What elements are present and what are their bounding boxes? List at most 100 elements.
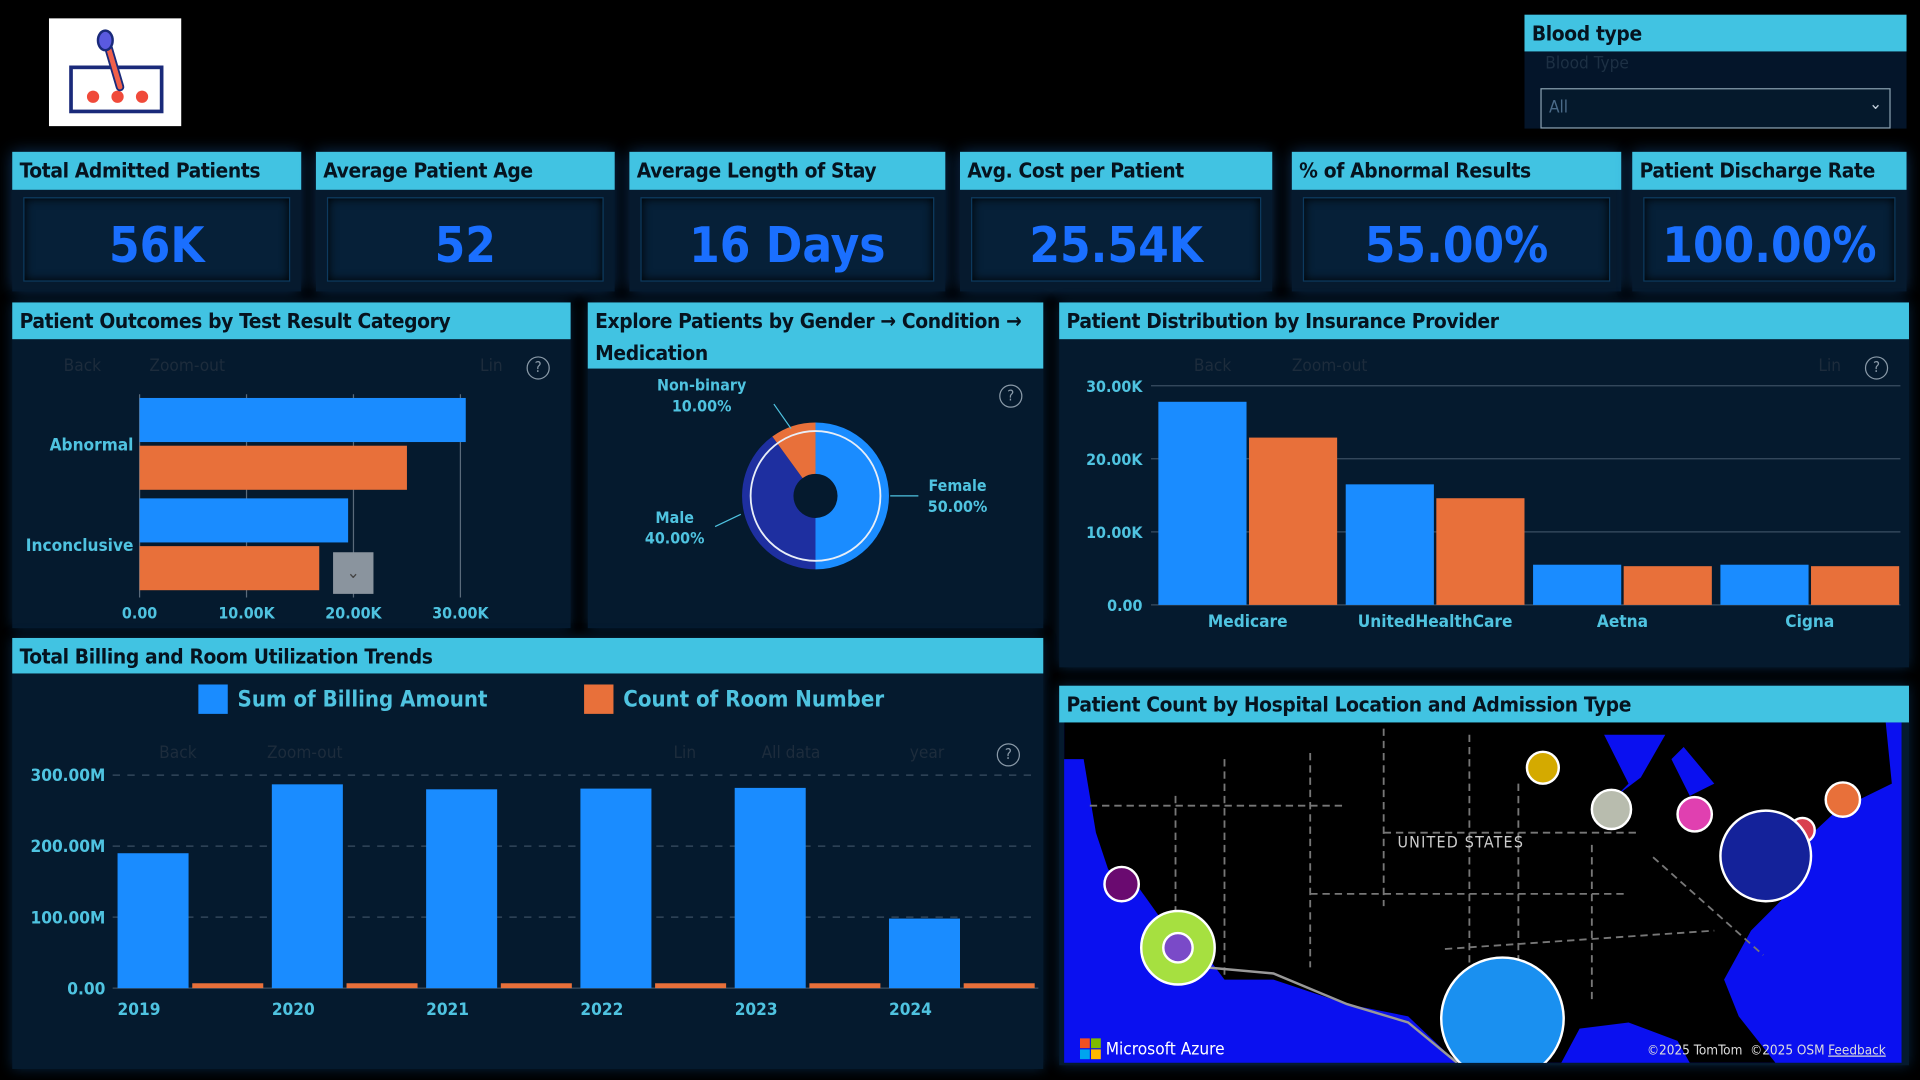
kpi-title: Total Admitted Patients: [12, 151, 302, 190]
all-data-dropdown[interactable]: All data: [761, 743, 821, 763]
legend-billing[interactable]: Sum of Billing Amount: [198, 684, 488, 714]
tick-label: 10.00K: [218, 603, 275, 622]
map-bubble[interactable]: [1440, 956, 1565, 1063]
tick-label: 30.00K: [1086, 377, 1143, 396]
bar: [1345, 484, 1434, 605]
lin-button[interactable]: Lin: [480, 356, 503, 376]
category-label: 2024: [889, 1000, 932, 1020]
donut-slice: [742, 436, 816, 570]
bar: [346, 983, 418, 989]
kpi-length-of-stay: Average Length of Stay 16 Days: [629, 151, 946, 292]
back-button[interactable]: Back: [159, 743, 197, 763]
tick-label: 10.00K: [1086, 523, 1143, 542]
us-map[interactable]: UNITED STATES: [1064, 722, 1902, 1063]
bar: [271, 784, 343, 989]
back-button[interactable]: Back: [1193, 356, 1232, 376]
bar: [500, 983, 572, 989]
lin-button[interactable]: Lin: [1818, 356, 1842, 376]
map-bubble[interactable]: [1590, 788, 1633, 831]
tick-label: 0.00: [1107, 596, 1142, 615]
legend-label: Count of Room Number: [623, 686, 885, 713]
tick-label: 200.00M: [31, 837, 106, 857]
bar: [426, 789, 498, 989]
kpi-value: 100.00%: [1643, 197, 1896, 282]
slice-label: Non-binary: [657, 376, 747, 395]
zoom-out-button[interactable]: Zoom-out: [1291, 356, 1368, 376]
azure-brand: Microsoft Azure: [1080, 1038, 1225, 1060]
kpi-title: Patient Discharge Rate: [1632, 151, 1907, 190]
legend-label: Sum of Billing Amount: [237, 686, 488, 713]
bar: [117, 853, 189, 989]
kpi-value: 56K: [23, 197, 291, 282]
kpi-value: 25.54K: [971, 197, 1262, 282]
map-panel: Patient Count by Hospital Location and A…: [1059, 685, 1909, 1066]
leader-line: [714, 513, 742, 528]
feedback-link[interactable]: Feedback: [1828, 1042, 1886, 1058]
kpi-title: % of Abnormal Results: [1291, 151, 1622, 190]
kpi-title: Avg. Cost per Patient: [960, 151, 1273, 190]
chevron-down-icon: ⌄: [1869, 94, 1883, 114]
tick-label: 20.00K: [1086, 450, 1143, 469]
panel-title: Patient Outcomes by Test Result Category: [12, 302, 571, 340]
help-icon[interactable]: ?: [999, 384, 1023, 408]
map-copyright: ©2025 TomTom ©2025 OSM: [1646, 1042, 1825, 1058]
kpi-value: 16 Days: [640, 197, 935, 282]
bar: [1623, 566, 1712, 605]
donut-slice: [772, 422, 816, 479]
bar: [809, 983, 881, 989]
bar: [963, 983, 1035, 989]
map-bubble[interactable]: [1676, 795, 1714, 833]
billing-chart: 0.00 100.00M 200.00M 300.00M 2019 2020 2021 202…: [31, 766, 1039, 1020]
map-bubble[interactable]: [1162, 931, 1194, 964]
tick-label: 0.00: [67, 979, 105, 999]
slice-percent: 50.00%: [928, 497, 988, 516]
insurance-panel: Patient Distribution by Insurance Provid…: [1059, 302, 1909, 668]
bar: [888, 918, 961, 989]
category-label: Abnormal: [50, 436, 134, 456]
slice-percent: 10.00%: [672, 396, 732, 415]
bar: [139, 498, 349, 543]
map-bubble[interactable]: [1103, 865, 1141, 903]
panel-title: Explore Patients by Gender → Condition →…: [587, 302, 1044, 369]
kpi-value: 52: [326, 197, 604, 282]
blood-type-slicer: Blood type Blood Type All ⌄: [1524, 14, 1907, 129]
slicer-title: Blood type: [1524, 14, 1907, 52]
panel-title: Total Billing and Room Utilization Trend…: [12, 637, 1044, 674]
back-button[interactable]: Back: [63, 356, 102, 376]
help-icon[interactable]: ?: [996, 743, 1021, 767]
map-bubble[interactable]: [1525, 750, 1561, 785]
zoom-out-button[interactable]: Zoom-out: [149, 356, 226, 376]
panel-title: Patient Count by Hospital Location and A…: [1059, 685, 1909, 723]
kpi-average-age: Average Patient Age 52: [315, 151, 615, 292]
slice-label: Male: [655, 508, 694, 527]
category-label: 2021: [426, 1000, 469, 1020]
lin-button[interactable]: Lin: [673, 743, 697, 763]
legend-room[interactable]: Count of Room Number: [584, 684, 885, 714]
map-bubble[interactable]: [1719, 809, 1813, 903]
category-label: Aetna: [1597, 612, 1648, 632]
zoom-out-button[interactable]: Zoom-out: [266, 743, 343, 763]
legend-swatch-orange: [584, 684, 614, 714]
logo: [48, 18, 182, 127]
map-bubble[interactable]: [1824, 781, 1862, 818]
blood-type-dropdown[interactable]: All ⌄: [1540, 88, 1891, 129]
category-label: UnitedHealthCare: [1358, 612, 1513, 632]
bar: [1811, 566, 1900, 605]
bar: [139, 445, 407, 490]
brand-text: Microsoft Azure: [1105, 1038, 1225, 1059]
lab-dropper-icon: [69, 29, 164, 114]
bar: [1248, 437, 1338, 605]
legend-swatch-blue: [198, 684, 228, 714]
leader-line: [773, 403, 792, 429]
year-dropdown[interactable]: year: [909, 743, 945, 763]
help-icon[interactable]: ?: [1864, 356, 1889, 380]
test-result-chart: 0.00 10.00K 20.00K 30.00K Abnormal Inconclusi…: [26, 394, 489, 622]
microsoft-logo-icon: [1080, 1038, 1101, 1060]
category-label: 2020: [272, 1000, 315, 1020]
bar: [1158, 401, 1247, 605]
scroll-down-button[interactable]: ⌄: [333, 552, 374, 594]
tick-label: 30.00K: [432, 603, 489, 622]
help-icon[interactable]: ?: [526, 356, 550, 380]
bar: [1533, 564, 1622, 605]
